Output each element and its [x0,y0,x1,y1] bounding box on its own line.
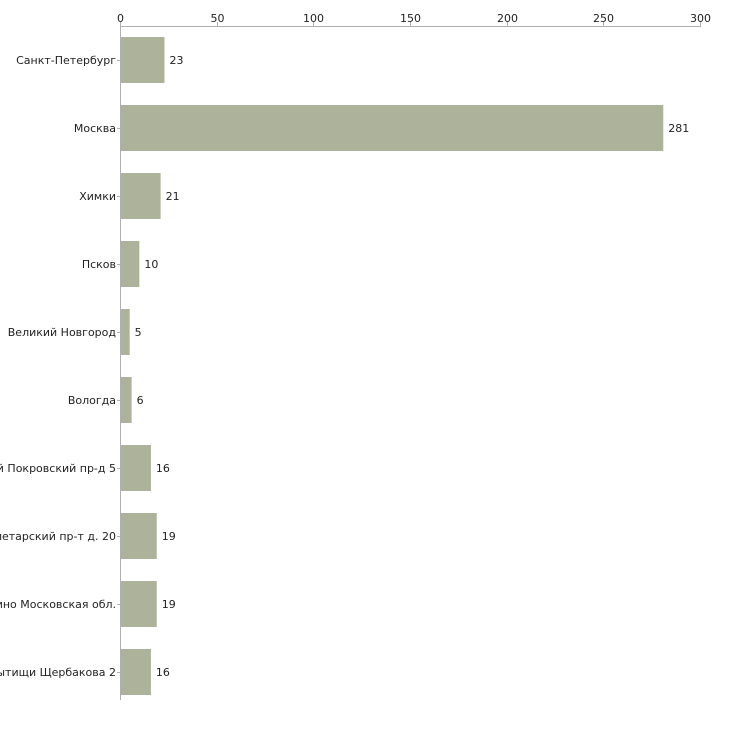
x-tick-label: 100 [303,12,324,25]
bar [121,649,151,695]
category-label: й Покровский пр-д 5 [0,462,116,475]
y-axis: Санкт-Петербург Москва Химки Псков Великий Н… [0,26,121,700]
category-label: Мытищи Щербакова 2 [0,666,116,679]
bar [121,309,130,355]
category-label: ино Московская обл. [0,598,116,611]
bars: 23 281 21 10 5 6 16 19 19 16 [121,37,689,695]
value-label: 5 [135,326,142,339]
x-tick-label: 0 [117,12,124,25]
value-label: 21 [166,190,180,203]
category-label: Вологда [68,394,116,407]
bar [121,377,132,423]
bar [121,513,157,559]
value-label: 19 [162,598,176,611]
bar [121,105,664,151]
category-label: Химки [79,190,116,203]
value-label: 23 [169,54,183,67]
value-label: 16 [156,666,170,679]
x-tick-label: 250 [593,12,614,25]
value-label: 16 [156,462,170,475]
value-label: 6 [137,394,144,407]
category-label: Псков [82,258,116,271]
value-label: 19 [162,530,176,543]
category-label: Великий Новгород [8,326,117,339]
x-tick-label: 300 [690,12,711,25]
category-label: Москва [74,122,116,135]
bar [121,37,165,83]
bar [121,581,157,627]
category-label: Санкт-Петербург [16,54,116,67]
x-axis: 0 50 100 150 200 250 300 [117,12,711,27]
bar [121,445,151,491]
bar [121,241,140,287]
value-label: 10 [144,258,158,271]
category-label: летарский пр-т д. 20 [0,530,116,543]
bar [121,173,161,219]
x-tick-label: 200 [497,12,518,25]
x-tick-label: 50 [211,12,225,25]
x-tick-label: 150 [400,12,421,25]
value-label: 281 [668,122,689,135]
